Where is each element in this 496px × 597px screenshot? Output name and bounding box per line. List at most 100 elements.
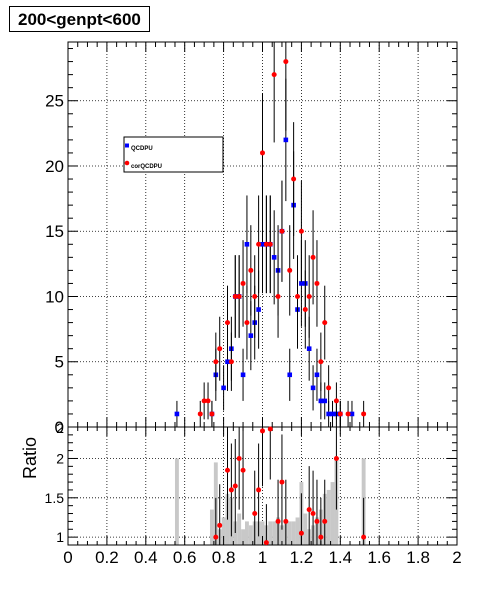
data-point-corqcdpu: [267, 241, 273, 247]
ratio-data-point: [298, 530, 304, 536]
data-point-qcdpu: [221, 385, 226, 391]
ratio-hist-bar: [244, 521, 249, 545]
ratio-data-point: [252, 511, 258, 517]
ratio-data-point: [232, 483, 238, 489]
y-tick-label: 0: [55, 418, 64, 437]
x-tick-label: 0.6: [173, 548, 197, 567]
ratio-data-point: [333, 455, 339, 461]
data-point-corqcdpu: [326, 385, 332, 391]
data-point-corqcdpu: [295, 293, 301, 299]
data-point-qcdpu: [322, 398, 328, 404]
x-tick-label: 1.8: [406, 548, 430, 567]
data-point-qcdpu: [306, 346, 312, 351]
data-point-corqcdpu: [260, 150, 265, 156]
ratio-hist-bar: [287, 521, 292, 545]
data-point-qcdpu: [244, 241, 250, 247]
ratio-grid: [67, 427, 458, 545]
x-tick-label: 2: [452, 548, 461, 567]
x-tick-label: 0.4: [134, 548, 158, 567]
ratio-data-point: [260, 428, 265, 434]
data-point-corqcdpu: [248, 267, 254, 273]
ratio-data-point: [322, 518, 328, 524]
legend-cor-label: corQCDPU: [131, 164, 162, 170]
data-point-corqcdpu: [213, 359, 219, 365]
ratio-data-point: [310, 511, 316, 517]
data-point-corqcdpu: [337, 411, 343, 417]
ratio-hist-bar: [209, 509, 214, 545]
ratio-hist-bar: [233, 521, 238, 545]
data-point-corqcdpu: [228, 359, 234, 365]
data-point-corqcdpu: [236, 293, 242, 299]
data-point-corqcdpu: [361, 411, 367, 417]
ratio-data-point: [275, 518, 281, 524]
data-point-corqcdpu: [283, 59, 289, 65]
legend-cor-marker: [124, 160, 130, 166]
legend: QCDPU corQCDPU: [123, 136, 224, 173]
ratio-hist-bar: [268, 521, 273, 545]
x-tick-labels: 0 0.2 0.4 0.6 0.8 1 1.2 1.4 1.6 1.8 2: [63, 548, 461, 567]
data-point-qcdpu: [326, 411, 331, 417]
data-point-corqcdpu: [205, 398, 211, 404]
data-point-qcdpu: [256, 307, 261, 312]
data-point-corqcdpu: [197, 411, 203, 417]
ratio-data-point: [263, 540, 269, 546]
data-point-corqcdpu: [209, 411, 215, 417]
data-point-corqcdpu: [217, 346, 223, 352]
data-point-corqcdpu: [232, 293, 238, 299]
main-data-points: [174, 42, 367, 427]
ratio-hist-bar: [272, 521, 277, 545]
ratio-hist-bar: [280, 525, 284, 545]
data-point-corqcdpu: [310, 254, 316, 260]
legend-box: [123, 136, 224, 173]
data-point-qcdpu: [299, 281, 304, 286]
ratio-hist-bar: [303, 513, 308, 545]
ratio-hist-bar: [260, 521, 265, 545]
ratio-data-point: [240, 467, 246, 473]
data-point-corqcdpu: [263, 241, 269, 247]
chart-title: 200<genpt<600: [9, 6, 150, 32]
y-tick-label: 5: [55, 353, 64, 372]
data-point-corqcdpu: [244, 320, 250, 326]
data-point-qcdpu: [248, 333, 254, 338]
data-point-qcdpu: [318, 398, 324, 404]
ratio-y-tick-label: 2: [56, 450, 64, 466]
ratio-hist-bar: [295, 517, 300, 545]
ratio-hist-bar: [330, 482, 335, 545]
x-tick-label: 0.2: [95, 548, 119, 567]
ratio-y-axis-label: Ratio: [20, 437, 40, 479]
data-point-qcdpu: [174, 411, 180, 417]
ratio-data-point: [306, 507, 312, 513]
data-point-corqcdpu: [302, 307, 308, 313]
data-point-corqcdpu: [322, 320, 328, 326]
x-tick-label: 1: [258, 548, 267, 567]
data-point-corqcdpu: [224, 320, 230, 326]
ratio-y-tick-label: 1.5: [45, 490, 65, 506]
ratio-data-point: [279, 479, 285, 485]
data-point-corqcdpu: [306, 293, 312, 299]
data-point-qcdpu: [225, 359, 230, 365]
ratio-hist-bar: [174, 458, 179, 545]
ratio-data-point: [228, 487, 234, 493]
ratio-hist-bar: [291, 521, 296, 545]
y-tick-label: 10: [45, 287, 64, 306]
data-point-qcdpu: [287, 372, 293, 378]
data-point-corqcdpu: [275, 293, 281, 299]
x-tick-label: 1.2: [290, 548, 314, 567]
data-point-qcdpu: [314, 372, 320, 378]
ratio-data-point: [361, 534, 367, 540]
data-point-qcdpu: [349, 411, 355, 417]
data-point-corqcdpu: [314, 280, 320, 286]
legend-qcd-label: QCDPU: [131, 146, 153, 152]
data-point-corqcdpu: [201, 398, 207, 404]
ratio-data-point: [224, 467, 230, 473]
data-point-qcdpu: [310, 385, 316, 391]
ratio-hist-bar: [248, 525, 253, 545]
y-tick-label: 20: [45, 157, 64, 176]
legend-qcd-marker: [125, 143, 129, 148]
main-ticks: [67, 42, 458, 428]
ratio-data-point: [213, 534, 219, 540]
ratio-y-tick-label: 1: [56, 529, 64, 545]
ratio-y-tick-labels: 1 1.5 2 2: [45, 420, 65, 545]
data-point-corqcdpu: [271, 72, 277, 78]
